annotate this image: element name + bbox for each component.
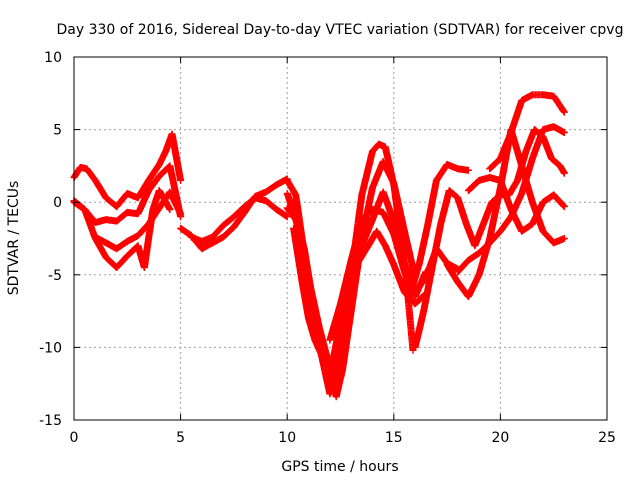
series-markers (407, 160, 472, 296)
series-track-17 (486, 91, 568, 173)
series-track-4 (91, 188, 185, 253)
x-axis-label: GPS time / hours (281, 459, 398, 475)
y-tick-label: -5 (48, 268, 62, 284)
series-markers (486, 91, 568, 173)
ticks: 0 5 10 15 20 25 -15 -10 -5 0 5 10 (39, 50, 616, 446)
plot-frame (73, 56, 608, 421)
x-tick-label: 5 (176, 430, 185, 446)
y-axis-label: SDTVAR / TECUs (6, 181, 22, 296)
series-markers (91, 188, 185, 253)
y-tick-label: 0 (53, 195, 62, 211)
series-track-10 (290, 224, 430, 388)
x-tick-label: 0 (70, 430, 79, 446)
series-track-16 (464, 174, 568, 235)
series-track-6 (187, 194, 291, 245)
y-tick-label: 5 (53, 123, 62, 139)
series-markers (290, 224, 430, 388)
y-tick-label: 10 (44, 50, 62, 66)
chart-title: Day 330 of 2016, Sidereal Day-to-day VTE… (57, 22, 624, 38)
x-tick-label: 25 (598, 430, 616, 446)
x-tick-label: 20 (491, 430, 509, 446)
y-tick-label: -15 (39, 413, 62, 429)
x-tick-label: 10 (278, 430, 296, 446)
x-tick-label: 15 (385, 430, 403, 446)
series-markers (464, 174, 568, 235)
y-tick-label: -10 (39, 340, 62, 356)
data-series (70, 91, 568, 401)
series-markers (187, 194, 291, 245)
series-track-12 (407, 160, 472, 296)
